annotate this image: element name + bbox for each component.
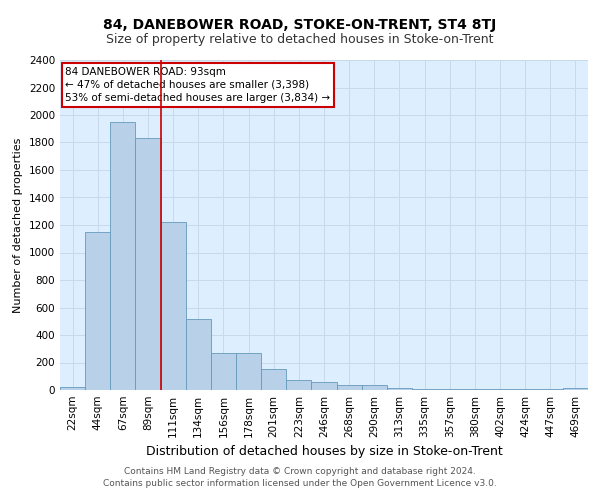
Bar — [236, 353, 261, 390]
Bar — [186, 318, 211, 390]
Bar — [337, 384, 362, 390]
Bar — [387, 388, 412, 390]
X-axis label: Distribution of detached houses by size in Stoke-on-Trent: Distribution of detached houses by size … — [146, 446, 502, 458]
Bar — [211, 353, 236, 390]
Bar — [563, 388, 588, 390]
Bar — [136, 138, 161, 390]
Bar — [60, 386, 85, 390]
Bar — [110, 122, 136, 390]
Text: Size of property relative to detached houses in Stoke-on-Trent: Size of property relative to detached ho… — [106, 32, 494, 46]
Bar — [261, 370, 286, 390]
Bar — [85, 232, 110, 390]
Bar — [437, 388, 462, 390]
Bar — [412, 388, 437, 390]
Text: 84, DANEBOWER ROAD, STOKE-ON-TRENT, ST4 8TJ: 84, DANEBOWER ROAD, STOKE-ON-TRENT, ST4 … — [103, 18, 497, 32]
Text: Contains HM Land Registry data © Crown copyright and database right 2024.
Contai: Contains HM Land Registry data © Crown c… — [103, 466, 497, 487]
Text: 84 DANEBOWER ROAD: 93sqm
← 47% of detached houses are smaller (3,398)
53% of sem: 84 DANEBOWER ROAD: 93sqm ← 47% of detach… — [65, 66, 331, 103]
Bar — [286, 380, 311, 390]
Bar — [311, 382, 337, 390]
Y-axis label: Number of detached properties: Number of detached properties — [13, 138, 23, 312]
Bar — [362, 385, 387, 390]
Bar — [161, 222, 186, 390]
